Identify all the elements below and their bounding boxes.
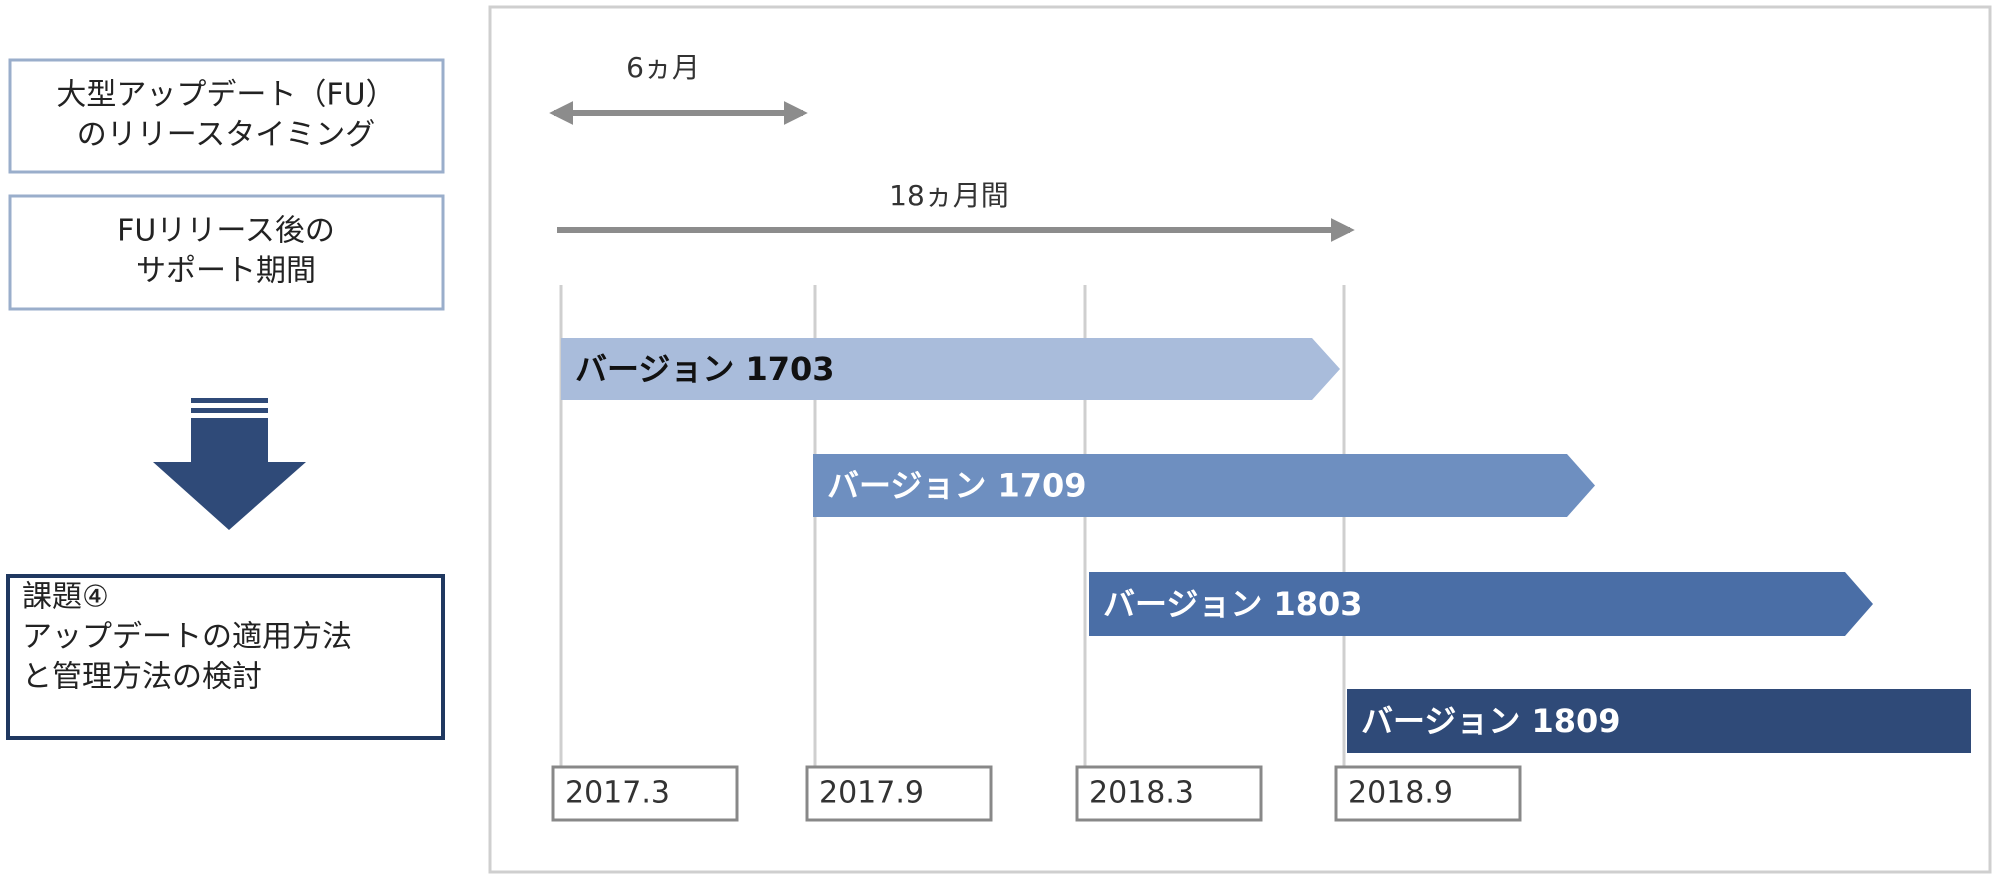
- version-label: バージョン 1803: [1103, 585, 1363, 623]
- legend-text: サポート期間: [136, 254, 316, 289]
- version-bar: [1089, 572, 1873, 636]
- legend-box: [8, 58, 445, 174]
- date-label: 2017.9: [819, 776, 924, 811]
- version-label: バージョン 1809: [1361, 702, 1621, 740]
- issue-text: と管理方法の検討: [22, 660, 262, 695]
- version-bar: [813, 454, 1595, 517]
- issue-text: 課題④: [22, 580, 109, 615]
- legend-box: [8, 194, 445, 311]
- version-bar: [561, 338, 1340, 400]
- legend-text: FUリリース後の: [117, 214, 335, 249]
- date-label: 2018.9: [1348, 776, 1453, 811]
- legend-text: 大型アップデート（FU）: [56, 78, 395, 113]
- version-label: バージョン 1703: [575, 350, 835, 388]
- issue-box: [6, 574, 445, 740]
- date-box: [1334, 765, 1522, 822]
- date-label: 2017.3: [565, 776, 670, 811]
- span-label: 18ヵ月間: [889, 179, 1009, 212]
- issue-text: アップデートの適用方法: [22, 620, 352, 655]
- date-box: [805, 765, 993, 822]
- version-label: バージョン 1709: [827, 467, 1087, 505]
- legend-text: のリリースタイミング: [77, 118, 376, 153]
- span-label: 6ヵ月: [626, 51, 700, 84]
- down-arrow: [153, 398, 306, 530]
- date-label: 2018.3: [1089, 776, 1194, 811]
- date-box: [1075, 765, 1263, 822]
- date-box: [551, 765, 739, 822]
- version-bar: [1347, 689, 1971, 753]
